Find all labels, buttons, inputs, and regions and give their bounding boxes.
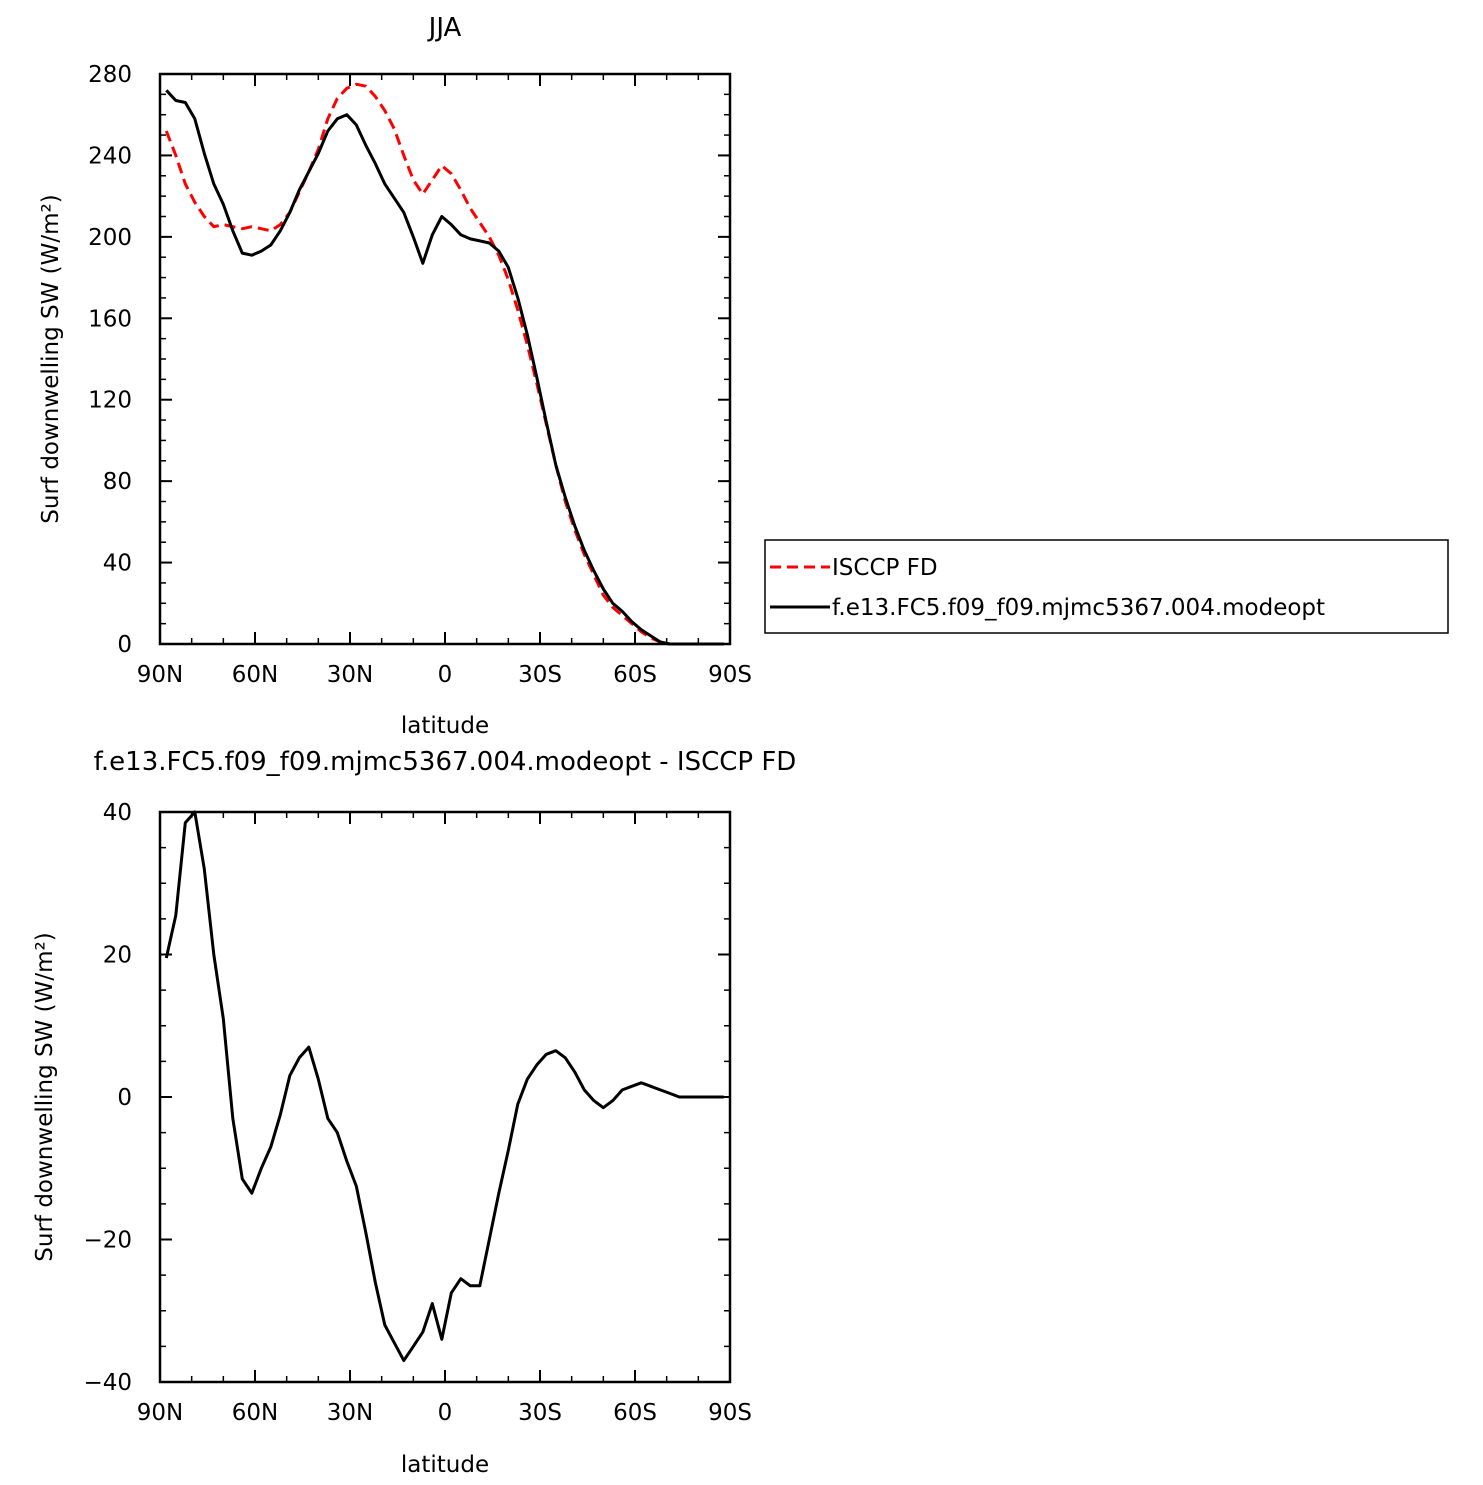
top-panel: JJA 90N 60N 30N 0 30S 60S 90S 0 40 80 120 160 200 240… (38, 13, 752, 739)
x-axis-label: latitude (401, 1452, 489, 1478)
x-tick-label: 60N (232, 1400, 278, 1426)
y-axis-label: Surf downwelling SW (W/m²) (32, 932, 58, 1261)
x-tick-label: 0 (438, 662, 453, 688)
legend: ISCCP FD f.e13.FC5.f09_f09.mjmc5367.004.… (764, 539, 1449, 634)
x-tick-label: 90S (708, 1400, 752, 1426)
y-tick-label: 40 (103, 800, 132, 826)
x-tick-label: 90N (137, 662, 183, 688)
x-tick-label: 30S (518, 662, 562, 688)
y-tick-label: 80 (103, 469, 132, 495)
series-line-f-e13-fc5-f09-f09-mjmc5367-004-modeopt (165, 89, 724, 646)
bottom-panel: f.e13.FC5.f09_f09.mjmc5367.004.modeopt -… (32, 747, 796, 1478)
x-tick-label: 30N (327, 1400, 373, 1426)
legend-label-isccp: ISCCP FD (832, 555, 938, 581)
x-tick-label: 60S (613, 1400, 657, 1426)
y-tick-label: 200 (88, 225, 132, 251)
y-tick-label: 120 (88, 388, 132, 414)
x-tick-label: 30S (518, 1400, 562, 1426)
y-tick-label: 160 (88, 306, 132, 332)
y-tick-label: 0 (117, 632, 132, 658)
x-tick-label: 60S (613, 662, 657, 688)
y-tick-label: 280 (88, 62, 132, 88)
series-line-isccp-fd (164, 82, 724, 646)
x-tick-label: 90N (137, 1400, 183, 1426)
chart-title: JJA (427, 13, 462, 43)
y-tick-label: 40 (103, 551, 132, 577)
x-tick-label: 90S (708, 662, 752, 688)
chart-title: f.e13.FC5.f09_f09.mjmc5367.004.modeopt -… (94, 747, 797, 777)
x-tick-label: 0 (438, 1400, 453, 1426)
x-tick-label: 60N (232, 662, 278, 688)
y-tick-label: −40 (83, 1370, 132, 1396)
y-axis-label: Surf downwelling SW (W/m²) (38, 194, 64, 523)
series-line-diff-0 (164, 810, 724, 1363)
y-tick-label: 240 (88, 143, 132, 169)
x-tick-label: 30N (327, 662, 373, 688)
x-axis-label: latitude (401, 713, 489, 739)
y-tick-label: −20 (83, 1228, 132, 1254)
legend-label-model: f.e13.FC5.f09_f09.mjmc5367.004.modeopt (832, 595, 1325, 621)
legend-box (764, 539, 1449, 634)
plot-frame (158, 810, 732, 1384)
plot-frame (158, 72, 732, 646)
y-tick-label: 20 (103, 943, 132, 969)
y-tick-label: 0 (117, 1085, 132, 1111)
